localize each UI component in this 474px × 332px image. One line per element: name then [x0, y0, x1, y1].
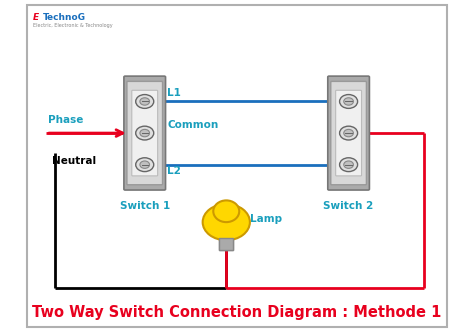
- Circle shape: [203, 204, 250, 240]
- Circle shape: [339, 95, 357, 108]
- Circle shape: [339, 158, 357, 172]
- FancyBboxPatch shape: [124, 76, 165, 190]
- FancyBboxPatch shape: [219, 238, 233, 250]
- Text: Switch 2: Switch 2: [323, 201, 374, 210]
- Circle shape: [344, 161, 354, 168]
- FancyBboxPatch shape: [127, 81, 163, 185]
- Circle shape: [140, 129, 150, 137]
- FancyBboxPatch shape: [328, 76, 369, 190]
- Circle shape: [140, 161, 150, 168]
- Text: L1: L1: [167, 88, 181, 98]
- FancyBboxPatch shape: [219, 238, 233, 250]
- FancyBboxPatch shape: [331, 81, 366, 185]
- FancyBboxPatch shape: [132, 90, 158, 176]
- Text: TechnoG: TechnoG: [43, 13, 86, 22]
- Text: E: E: [33, 13, 39, 22]
- Circle shape: [339, 126, 357, 140]
- Circle shape: [136, 126, 154, 140]
- Circle shape: [136, 95, 154, 108]
- Text: L2: L2: [167, 166, 181, 176]
- Circle shape: [344, 129, 354, 137]
- Text: Electric, Electronic & Technology: Electric, Electronic & Technology: [33, 23, 113, 28]
- FancyBboxPatch shape: [27, 5, 447, 327]
- Ellipse shape: [213, 201, 239, 222]
- FancyBboxPatch shape: [336, 90, 362, 176]
- FancyBboxPatch shape: [219, 238, 234, 250]
- Circle shape: [344, 98, 354, 105]
- Text: Two Way Switch Connection Diagram : Methode 1: Two Way Switch Connection Diagram : Meth…: [32, 305, 442, 320]
- Circle shape: [136, 158, 154, 172]
- Text: Common: Common: [167, 120, 219, 130]
- Text: Phase: Phase: [48, 115, 83, 125]
- Text: Neutral: Neutral: [53, 156, 97, 166]
- Circle shape: [140, 98, 150, 105]
- Text: Lamp: Lamp: [250, 214, 282, 224]
- Text: Switch 1: Switch 1: [119, 201, 170, 210]
